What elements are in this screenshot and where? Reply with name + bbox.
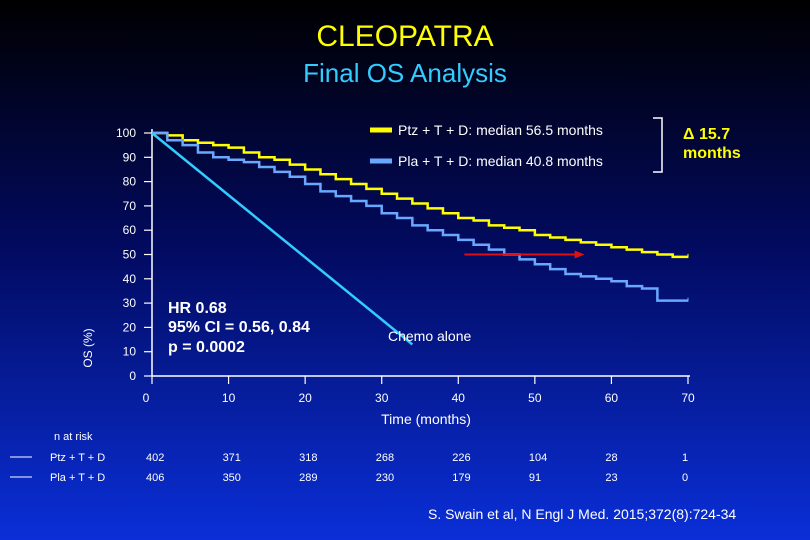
- page-subtitle: Final OS Analysis: [303, 58, 507, 88]
- y-tick-label: 90: [123, 150, 137, 164]
- risk-table-header: n at risk: [54, 431, 93, 443]
- y-tick-label: 50: [123, 248, 137, 262]
- y-axis-label: OS (%): [81, 328, 95, 367]
- y-tick-label: 30: [123, 296, 137, 310]
- risk-cell: 226: [452, 452, 470, 464]
- risk-cell: 350: [223, 472, 241, 484]
- risk-cell: 28: [605, 452, 617, 464]
- hr-label: HR 0.68: [168, 300, 227, 317]
- legend-bracket: [653, 117, 663, 173]
- series-line-ptz: [152, 131, 688, 259]
- y-tick-label: 40: [123, 272, 137, 286]
- legend-label-ptz: Ptz + T + D: median 56.5 months: [398, 122, 603, 138]
- page-title: CLEOPATRA: [316, 20, 494, 53]
- y-tick-label: 60: [123, 223, 137, 237]
- risk-cell: 91: [529, 472, 541, 484]
- citation: S. Swain et al, N Engl J Med. 2015;372(8…: [428, 506, 737, 522]
- x-tick-label: 30: [375, 391, 389, 405]
- risk-cell: 230: [376, 472, 394, 484]
- risk-table: n at risk Ptz + T + D 402 371 318 268 226 104 28…: [10, 431, 688, 484]
- y-tick-label: 20: [123, 320, 137, 334]
- risk-row-label: Pla + T + D: [50, 472, 105, 484]
- risk-cell: 289: [299, 472, 317, 484]
- y-tick-label: 100: [116, 126, 136, 140]
- chemo-alone-label: Chemo alone: [388, 328, 471, 344]
- risk-cell: 179: [452, 472, 470, 484]
- y-tick-label: 70: [123, 199, 137, 213]
- x-tick-label: 60: [605, 391, 619, 405]
- risk-cell: 268: [376, 452, 394, 464]
- risk-cell: 23: [605, 472, 617, 484]
- median-arrow-head: [574, 250, 585, 259]
- risk-row-label: Ptz + T + D: [50, 452, 105, 464]
- legend-label-pla: Pla + T + D: median 40.8 months: [398, 153, 603, 169]
- annotations: HR 0.68 95% CI = 0.56, 0.84 p = 0.0002 C…: [168, 300, 471, 356]
- delta-label-line1: Δ 15.7: [683, 126, 730, 143]
- x-tick-label: 50: [528, 391, 542, 405]
- risk-cell: 1: [682, 452, 688, 464]
- risk-cell: 0: [682, 472, 688, 484]
- ci-label: 95% CI = 0.56, 0.84: [168, 319, 310, 336]
- legend: Ptz + T + D: median 56.5 months Pla + T …: [370, 117, 741, 173]
- risk-cell: 318: [299, 452, 317, 464]
- y-tick-label: 80: [123, 175, 137, 189]
- risk-cell: 406: [146, 472, 164, 484]
- x-tick-label: 70: [681, 391, 695, 405]
- x-tick-label: 40: [452, 391, 466, 405]
- risk-cell: 104: [529, 452, 547, 464]
- y-tick-label: 0: [129, 369, 136, 383]
- series-group: [151, 131, 689, 346]
- x-axis-label: Time (months): [381, 411, 471, 427]
- x-tick-label: 10: [222, 391, 236, 405]
- x-tick-label: 0: [143, 391, 150, 405]
- series-line-chemo: [151, 132, 414, 346]
- y-tick-label: 10: [123, 345, 137, 359]
- axes: 0 10 20 30 40 50 60 70 80 90 100 0 10 20 30 40 50 60 70 Tim…: [81, 126, 695, 427]
- p-value-label: p = 0.0002: [168, 339, 245, 356]
- risk-cell: 371: [223, 452, 241, 464]
- risk-cell: 402: [146, 452, 164, 464]
- delta-label-line2: months: [683, 145, 741, 162]
- x-tick-label: 20: [298, 391, 312, 405]
